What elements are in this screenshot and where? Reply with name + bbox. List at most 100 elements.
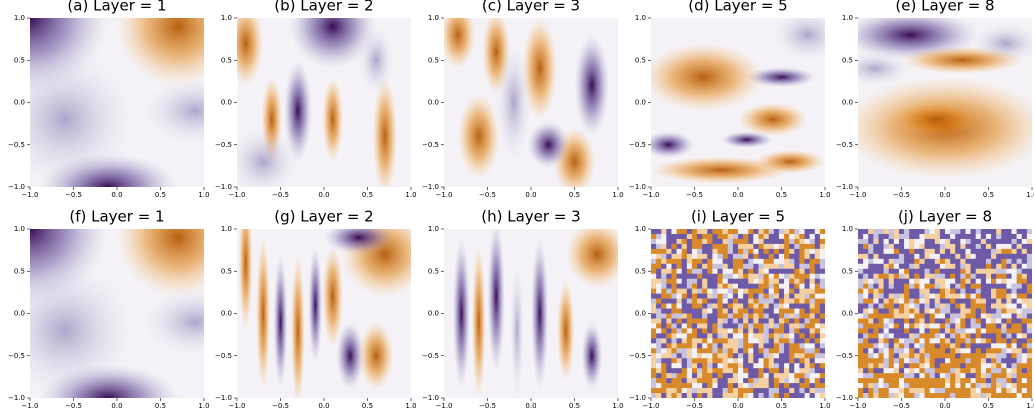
heatmap-cell (651, 258, 657, 265)
heatmap-cell (681, 393, 688, 398)
heatmap-cell (768, 233, 775, 240)
heatmap-cell (712, 328, 718, 334)
heatmap-cell (656, 353, 662, 359)
heatmap-cell (778, 368, 785, 374)
heatmap-cell (904, 288, 910, 294)
heatmap-cell (950, 368, 956, 374)
heatmap-cell (819, 318, 825, 324)
heatmap-cell (1011, 303, 1017, 309)
heatmap-cell (722, 229, 729, 235)
heatmap-cell (707, 383, 713, 389)
heatmap-cell (727, 353, 734, 359)
heatmap-cell (1006, 333, 1012, 339)
heatmap-cell (651, 363, 657, 369)
heatmap-cell (727, 323, 734, 329)
heatmap-cell (904, 298, 910, 304)
heatmap-cell (878, 303, 884, 309)
heatmap-cell (819, 248, 825, 255)
heatmap-cell (904, 283, 910, 289)
heatmap-cell (712, 308, 718, 314)
y-tick-label: −1.0 (8, 183, 25, 191)
heatmap-cell (909, 358, 915, 364)
heatmap-cell (1016, 348, 1023, 354)
heatmap-cell (804, 363, 810, 369)
heatmap-cell (950, 363, 956, 369)
heatmap-cell (676, 363, 683, 369)
heatmap-cell (676, 313, 683, 319)
heatmap-cell (671, 278, 677, 284)
heatmap-cell (888, 333, 895, 339)
heatmap-cell (1006, 368, 1012, 374)
heatmap-cell (738, 283, 744, 289)
heatmap-cell (996, 273, 1002, 280)
heatmap-cell (909, 323, 915, 329)
heatmap-cell (996, 293, 1002, 299)
heatmap-cell (1016, 298, 1023, 304)
y-tick-label: −0.5 (629, 352, 646, 360)
heatmap-cell (697, 283, 703, 289)
heatmap-cell (909, 258, 915, 265)
heatmap-cell (686, 258, 693, 265)
heatmap-cell (738, 333, 744, 339)
heatmap-cell (975, 313, 982, 319)
heatmap-cell (1001, 298, 1007, 304)
heatmap-cell (773, 248, 780, 255)
heatmap-cell (722, 298, 729, 304)
heatmap-cell (939, 238, 946, 245)
heatmap-cell (804, 268, 810, 275)
heatmap-cell (858, 338, 864, 344)
heatmap-cell (671, 308, 677, 314)
heatmap-cell (960, 283, 966, 289)
heatmap-cell (778, 358, 785, 364)
heatmap-cell (904, 278, 910, 284)
heatmap-cell (863, 328, 869, 334)
heatmap-cell (722, 358, 729, 364)
heatmap-cell (1011, 313, 1017, 319)
heatmap-cell (924, 368, 930, 374)
heatmap-cell (955, 288, 961, 294)
heatmap-cell (858, 263, 864, 270)
heatmap-cell (980, 363, 987, 369)
heatmap-cell (758, 378, 764, 384)
heatmap-cell (758, 263, 764, 270)
heatmap-field (738, 102, 808, 137)
heatmap-cell (656, 229, 662, 235)
heatmap-cell (991, 268, 997, 275)
heatmap-cell (702, 388, 708, 394)
heatmap-cell (898, 363, 905, 369)
heatmap-cell (1006, 383, 1012, 389)
heatmap-cell (965, 348, 971, 354)
heatmap-cell (1016, 248, 1023, 255)
heatmap-cell (929, 328, 936, 334)
heatmap-cell (873, 263, 879, 270)
heatmap-field (574, 34, 610, 137)
heatmap-cell (651, 233, 657, 240)
heatmap-cell (804, 318, 810, 324)
heatmap-cell (671, 303, 677, 309)
heatmap-cell (878, 373, 884, 379)
heatmap-cell (893, 328, 900, 334)
heatmap-cell (1026, 229, 1032, 235)
heatmap-cell (909, 313, 915, 319)
heatmap-cell (996, 298, 1002, 304)
heatmap-field (487, 229, 505, 373)
heatmap-cell (681, 333, 688, 339)
heatmap-cell (914, 268, 920, 275)
heatmap-cell (929, 353, 936, 359)
heatmap-cell (1011, 333, 1017, 339)
heatmap-cell (1026, 268, 1032, 275)
heatmap-cell (656, 298, 662, 304)
heatmap-cell (778, 283, 785, 289)
heatmap-cell (863, 293, 869, 299)
heatmap-cell (883, 383, 890, 389)
heatmap-cell (784, 313, 790, 319)
heatmap-cell (809, 368, 816, 374)
heatmap-cell (985, 243, 992, 250)
y-tick-label: 1.0 (14, 14, 25, 22)
heatmap-cell (1011, 278, 1017, 284)
heatmap-cell (1026, 358, 1032, 364)
heatmap-cell (858, 378, 864, 384)
heatmap-field (290, 254, 305, 398)
x-tick-label: 1.0 (405, 191, 416, 199)
heatmap-cell (929, 358, 936, 364)
